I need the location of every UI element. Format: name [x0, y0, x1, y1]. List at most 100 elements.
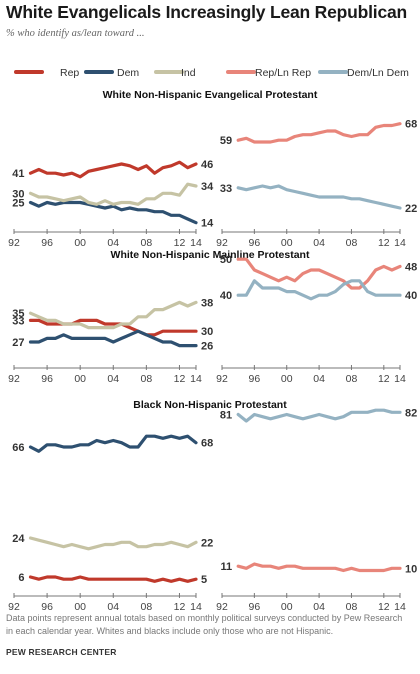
end-label-white-non-hispanic-evangelical-protestant-rep-ln-rep: 68	[405, 119, 417, 131]
end-label-white-non-hispanic-evangelical-protestant-rep: 46	[201, 159, 213, 171]
end-label-black-non-hispanic-protestant-rep: 5	[201, 574, 207, 586]
x-tick-label-white-non-hispanic-evangelical-protestant-l-12: 12	[174, 237, 186, 249]
source-credit: PEW RESEARCH CENTER	[6, 647, 117, 657]
x-tick-label-black-non-hispanic-protestant-l-08: 08	[141, 601, 153, 610]
start-label-white-non-hispanic-evangelical-protestant-dem: 25	[12, 198, 24, 210]
x-tick-label-white-non-hispanic-evangelical-protestant-l-08: 08	[141, 237, 153, 249]
x-tick-label-white-non-hispanic-evangelical-protestant-l-14: 14	[190, 237, 202, 249]
footnote: Data points represent annual totals base…	[6, 613, 403, 636]
start-label-black-non-hispanic-protestant-ind: 24	[12, 533, 25, 545]
series-line-black-non-hispanic-protestant-rep	[28, 575, 198, 583]
x-tick-label-white-non-hispanic-evangelical-protestant-r-12: 12	[378, 237, 390, 249]
legend-label-rep: Rep	[60, 67, 79, 79]
series-line-white-non-hispanic-mainline-protestant-dem	[28, 329, 198, 348]
x-tick-label-white-non-hispanic-evangelical-protestant-r-04: 04	[313, 237, 325, 249]
x-tick-label-white-non-hispanic-mainline-protestant-r-04: 04	[313, 373, 325, 385]
end-label-white-non-hispanic-mainline-protestant-rep: 30	[201, 326, 213, 338]
start-label-black-non-hispanic-protestant-dem: 66	[12, 442, 24, 454]
x-tick-label-white-non-hispanic-evangelical-protestant-l-92: 92	[8, 237, 20, 249]
start-label-white-non-hispanic-mainline-protestant-ind: 35	[12, 308, 24, 320]
x-tick-label-white-non-hispanic-mainline-protestant-l-00: 00	[74, 373, 86, 385]
x-tick-label-black-non-hispanic-protestant-l-12: 12	[174, 601, 186, 610]
start-label-black-non-hispanic-protestant-rep: 6	[18, 572, 24, 584]
x-tick-label-black-non-hispanic-protestant-l-14: 14	[190, 601, 202, 610]
x-tick-label-black-non-hispanic-protestant-r-96: 96	[249, 601, 261, 610]
group-heading-black-non-hispanic-protestant: Black Non-Hispanic Protestant	[133, 399, 287, 411]
start-label-white-non-hispanic-evangelical-protestant-rep-ln-rep: 59	[220, 135, 232, 147]
start-label-white-non-hispanic-mainline-protestant-rep-ln-rep: 50	[220, 254, 232, 266]
end-label-white-non-hispanic-evangelical-protestant-dem: 14	[201, 218, 214, 230]
x-tick-label-white-non-hispanic-mainline-protestant-r-08: 08	[346, 373, 358, 385]
series-line-white-non-hispanic-evangelical-protestant-dem	[28, 200, 198, 225]
group-heading-white-non-hispanic-mainline-protestant: White Non-Hispanic Mainline Protestant	[111, 249, 310, 261]
x-tick-label-white-non-hispanic-evangelical-protestant-r-92: 92	[216, 237, 228, 249]
start-label-white-non-hispanic-evangelical-protestant-dem-ln-dem: 33	[220, 183, 232, 195]
start-label-white-non-hispanic-evangelical-protestant-ind: 30	[12, 188, 24, 200]
series-line-black-non-hispanic-protestant-ind	[28, 536, 198, 551]
end-label-black-non-hispanic-protestant-dem-ln-dem: 82	[405, 407, 417, 419]
series-line-black-non-hispanic-protestant-dem	[28, 434, 198, 453]
x-tick-label-white-non-hispanic-mainline-protestant-r-00: 00	[281, 373, 293, 385]
legend-label-ind: Ind	[181, 67, 196, 79]
legend-label-rep-ln-rep: Rep/Ln Rep	[255, 67, 311, 79]
start-label-white-non-hispanic-mainline-protestant-rep: 33	[12, 315, 24, 327]
end-label-black-non-hispanic-protestant-ind: 22	[201, 537, 213, 549]
x-tick-label-white-non-hispanic-evangelical-protestant-l-00: 00	[74, 237, 86, 249]
series-line-black-non-hispanic-protestant-dem-ln-dem	[236, 408, 402, 423]
x-tick-label-black-non-hispanic-protestant-l-04: 04	[107, 601, 119, 610]
end-label-white-non-hispanic-evangelical-protestant-ind: 34	[201, 181, 214, 193]
start-label-white-non-hispanic-mainline-protestant-dem-ln-dem: 40	[220, 290, 232, 302]
x-tick-label-white-non-hispanic-evangelical-protestant-r-14: 14	[394, 237, 406, 249]
x-tick-label-black-non-hispanic-protestant-r-04: 04	[313, 601, 325, 610]
series-line-white-non-hispanic-mainline-protestant-rep-ln-rep	[236, 257, 402, 290]
x-tick-label-white-non-hispanic-evangelical-protestant-r-00: 00	[281, 237, 293, 249]
x-tick-label-white-non-hispanic-mainline-protestant-l-12: 12	[174, 373, 186, 385]
series-line-white-non-hispanic-mainline-protestant-ind	[28, 300, 198, 330]
x-tick-label-white-non-hispanic-mainline-protestant-l-14: 14	[190, 373, 202, 385]
x-tick-label-white-non-hispanic-evangelical-protestant-r-96: 96	[249, 237, 261, 249]
x-tick-label-white-non-hispanic-evangelical-protestant-r-08: 08	[346, 237, 358, 249]
end-label-black-non-hispanic-protestant-dem: 68	[201, 438, 213, 450]
series-line-white-non-hispanic-evangelical-protestant-ind	[28, 182, 198, 206]
x-tick-label-black-non-hispanic-protestant-r-08: 08	[346, 601, 358, 610]
start-label-black-non-hispanic-protestant-dem-ln-dem: 81	[220, 410, 232, 422]
end-label-white-non-hispanic-mainline-protestant-ind: 38	[201, 297, 213, 309]
x-tick-label-black-non-hispanic-protestant-r-92: 92	[216, 601, 228, 610]
end-label-white-non-hispanic-mainline-protestant-dem: 26	[201, 341, 213, 353]
x-tick-label-black-non-hispanic-protestant-l-96: 96	[41, 601, 53, 610]
x-tick-label-white-non-hispanic-mainline-protestant-l-92: 92	[8, 373, 20, 385]
chart-area: Rep Dem Ind Rep/Ln Rep Dem/Ln Dem White Non-H…	[8, 67, 417, 610]
legend-label-dem: Dem	[117, 67, 139, 79]
start-label-white-non-hispanic-mainline-protestant-dem: 27	[12, 337, 24, 349]
series-line-black-non-hispanic-protestant-rep-ln-rep	[236, 562, 402, 573]
end-label-white-non-hispanic-mainline-protestant-dem-ln-dem: 40	[405, 290, 417, 302]
legend-label-dem-ln-dem: Dem/Ln Dem	[347, 67, 409, 79]
chart-title: White Evangelicals Increasingly Lean Rep…	[6, 2, 408, 22]
series-line-white-non-hispanic-evangelical-protestant-rep-ln-rep	[236, 122, 402, 144]
x-tick-label-white-non-hispanic-mainline-protestant-r-12: 12	[378, 373, 390, 385]
end-label-white-non-hispanic-evangelical-protestant-dem-ln-dem: 22	[405, 203, 417, 215]
x-tick-label-black-non-hispanic-protestant-l-92: 92	[8, 601, 20, 610]
x-tick-label-white-non-hispanic-mainline-protestant-r-96: 96	[249, 373, 261, 385]
end-label-white-non-hispanic-mainline-protestant-rep-ln-rep: 48	[405, 261, 417, 273]
series-line-white-non-hispanic-mainline-protestant-rep	[28, 318, 198, 337]
group-heading-white-non-hispanic-evangelical-protestant: White Non-Hispanic Evangelical Protestan…	[103, 89, 318, 101]
x-tick-label-white-non-hispanic-mainline-protestant-r-92: 92	[216, 373, 228, 385]
start-label-black-non-hispanic-protestant-rep-ln-rep: 11	[221, 561, 233, 573]
x-tick-label-black-non-hispanic-protestant-l-00: 00	[74, 601, 86, 610]
x-tick-label-black-non-hispanic-protestant-r-14: 14	[394, 601, 406, 610]
x-tick-label-white-non-hispanic-mainline-protestant-l-08: 08	[141, 373, 153, 385]
chart-subtitle: % who identify as/lean toward ...	[6, 28, 145, 39]
x-tick-label-white-non-hispanic-evangelical-protestant-l-96: 96	[41, 237, 53, 249]
x-tick-label-white-non-hispanic-mainline-protestant-l-96: 96	[41, 373, 53, 385]
x-tick-label-white-non-hispanic-evangelical-protestant-l-04: 04	[107, 237, 119, 249]
x-tick-label-black-non-hispanic-protestant-r-12: 12	[378, 601, 390, 610]
x-tick-label-white-non-hispanic-mainline-protestant-r-14: 14	[394, 373, 406, 385]
series-line-white-non-hispanic-mainline-protestant-dem-ln-dem	[236, 279, 402, 301]
series-line-white-non-hispanic-evangelical-protestant-rep	[28, 160, 198, 179]
start-label-white-non-hispanic-evangelical-protestant-rep: 41	[12, 168, 24, 180]
end-label-black-non-hispanic-protestant-rep-ln-rep: 10	[405, 563, 417, 575]
series-line-white-non-hispanic-evangelical-protestant-dem-ln-dem	[236, 184, 402, 210]
x-tick-label-black-non-hispanic-protestant-r-00: 00	[281, 601, 293, 610]
x-tick-label-white-non-hispanic-mainline-protestant-l-04: 04	[107, 373, 119, 385]
